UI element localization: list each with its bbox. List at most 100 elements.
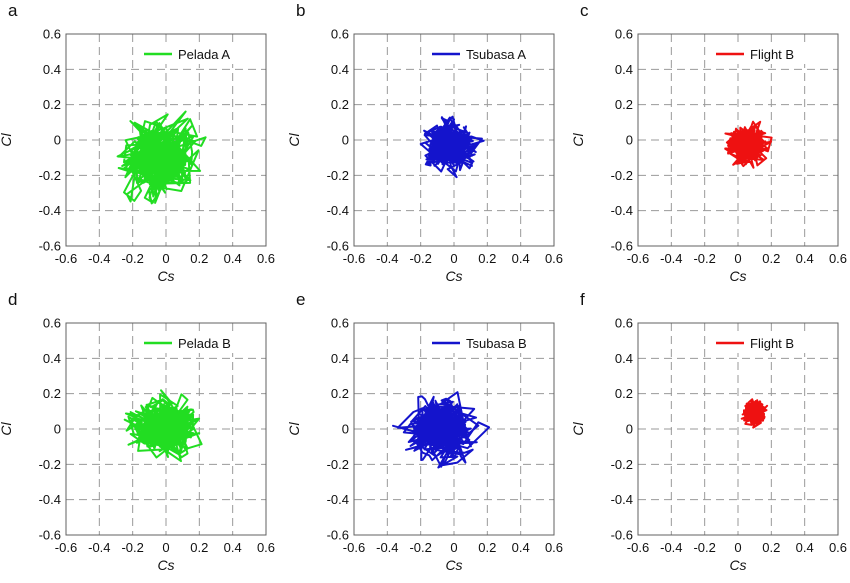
x-axis-label: Cs: [729, 557, 746, 573]
x-tick-label: 0.2: [190, 251, 208, 266]
panel-letter: d: [8, 290, 17, 309]
y-tick-label: -0.4: [611, 203, 633, 218]
x-tick-label: -0.4: [376, 540, 398, 555]
x-tick-label: 0.6: [257, 540, 275, 555]
x-tick-label: 0.2: [190, 540, 208, 555]
legend: Pelada A: [138, 44, 258, 64]
y-tick-label: -0.2: [327, 457, 349, 472]
legend: Flight B: [710, 333, 830, 353]
legend-background: [710, 44, 830, 64]
x-tick-label: 0.2: [762, 540, 780, 555]
x-tick-label: -0.2: [409, 251, 431, 266]
panel-c: -0.6 -0.4 -0.2 0 0.2 0.4 0.6 -0.6 -0.4 -0.2 0 0.2 0.…: [570, 1, 847, 284]
x-tick-label: 0: [450, 540, 457, 555]
legend: Flight B: [710, 44, 830, 64]
panel-letter: c: [580, 1, 589, 20]
panel-letter: a: [8, 1, 18, 20]
y-tick-label: 0.2: [43, 386, 61, 401]
x-tick-label: -0.4: [660, 540, 682, 555]
data-series-line: [724, 120, 773, 169]
x-axis-label: Cs: [157, 268, 174, 284]
y-tick-label: 0.6: [331, 316, 349, 331]
x-tick-label: 0.6: [829, 251, 847, 266]
y-tick-label: 0.6: [43, 27, 61, 42]
y-tick-label: 0: [54, 422, 61, 437]
panel-letter: e: [296, 290, 305, 309]
y-tick-label: -0.6: [39, 528, 61, 543]
x-tick-label: -0.6: [55, 540, 77, 555]
legend: Pelada B: [138, 333, 258, 353]
grid-lines: [354, 34, 554, 246]
data-series-line: [740, 398, 769, 429]
panel-b: -0.6 -0.4 -0.2 0 0.2 0.4 0.6 -0.6 -0.4 -0.2 0 0.2 0.…: [286, 1, 563, 284]
y-tick-label: -0.2: [611, 457, 633, 472]
x-tick-label: -0.6: [55, 251, 77, 266]
y-tick-label: 0.2: [331, 97, 349, 112]
y-tick-label: 0.4: [331, 62, 349, 77]
y-tick-label: -0.2: [39, 457, 61, 472]
legend-background: [710, 333, 830, 353]
y-tick-label: -0.6: [327, 239, 349, 254]
data-series-line: [392, 391, 491, 469]
x-tick-label: 0.6: [545, 251, 563, 266]
y-tick-label: 0.2: [331, 386, 349, 401]
legend: Tsubasa A: [426, 44, 546, 64]
y-tick-label: -0.2: [611, 168, 633, 183]
legend-label: Pelada B: [178, 336, 231, 351]
x-tick-label: -0.2: [693, 540, 715, 555]
plot-frame: [353, 33, 555, 247]
x-tick-label: -0.4: [88, 251, 110, 266]
x-tick-label: 0: [162, 251, 169, 266]
y-tick-label: 0.6: [615, 27, 633, 42]
y-tick-label: -0.4: [39, 203, 61, 218]
x-tick-label: 0.4: [796, 251, 814, 266]
x-tick-label: -0.2: [409, 540, 431, 555]
x-tick-label: 0.6: [545, 540, 563, 555]
plot-frame: [65, 33, 267, 247]
y-tick-label: -0.4: [39, 492, 61, 507]
plot-frame: [353, 322, 555, 536]
y-tick-label: -0.6: [611, 239, 633, 254]
y-tick-label: 0.2: [615, 386, 633, 401]
y-tick-label: 0: [342, 133, 349, 148]
y-tick-label: -0.2: [39, 168, 61, 183]
x-tick-label: 0: [734, 540, 741, 555]
y-tick-label: 0.4: [615, 351, 633, 366]
legend-background: [426, 44, 546, 64]
x-tick-label: -0.2: [121, 251, 143, 266]
grid-lines: [638, 323, 838, 535]
y-axis-label: Cl: [286, 133, 302, 147]
y-tick-label: 0.4: [331, 351, 349, 366]
x-tick-label: -0.4: [660, 251, 682, 266]
y-tick-label: -0.6: [611, 528, 633, 543]
x-tick-label: 0.4: [512, 540, 530, 555]
plot-frame: [637, 33, 839, 247]
y-tick-label: -0.4: [327, 492, 349, 507]
legend-label: Tsubasa A: [466, 47, 526, 62]
y-tick-label: -0.6: [327, 528, 349, 543]
plot-frame: [637, 322, 839, 536]
x-axis-label: Cs: [729, 268, 746, 284]
x-tick-label: -0.4: [88, 540, 110, 555]
panel-d: -0.6 -0.4 -0.2 0 0.2 0.4 0.6 -0.6 -0.4 -0.2 0 0.2 0.…: [0, 290, 275, 573]
x-tick-label: -0.2: [121, 540, 143, 555]
x-axis-label: Cs: [157, 557, 174, 573]
data-series-line: [116, 110, 207, 205]
plot-frame: [65, 322, 267, 536]
x-tick-label: 0.4: [224, 540, 242, 555]
legend: Tsubasa B: [426, 333, 546, 353]
y-tick-label: 0.4: [615, 62, 633, 77]
panel-letter: b: [296, 1, 305, 20]
x-tick-label: 0: [450, 251, 457, 266]
y-tick-label: 0.4: [43, 62, 61, 77]
x-tick-label: 0.2: [478, 540, 496, 555]
x-tick-label: 0.4: [512, 251, 530, 266]
y-axis-label: Cl: [286, 422, 302, 436]
x-tick-label: -0.6: [627, 540, 649, 555]
x-axis-label: Cs: [445, 557, 462, 573]
y-tick-label: -0.2: [327, 168, 349, 183]
y-tick-label: 0.2: [43, 97, 61, 112]
data-series-line: [123, 389, 203, 463]
